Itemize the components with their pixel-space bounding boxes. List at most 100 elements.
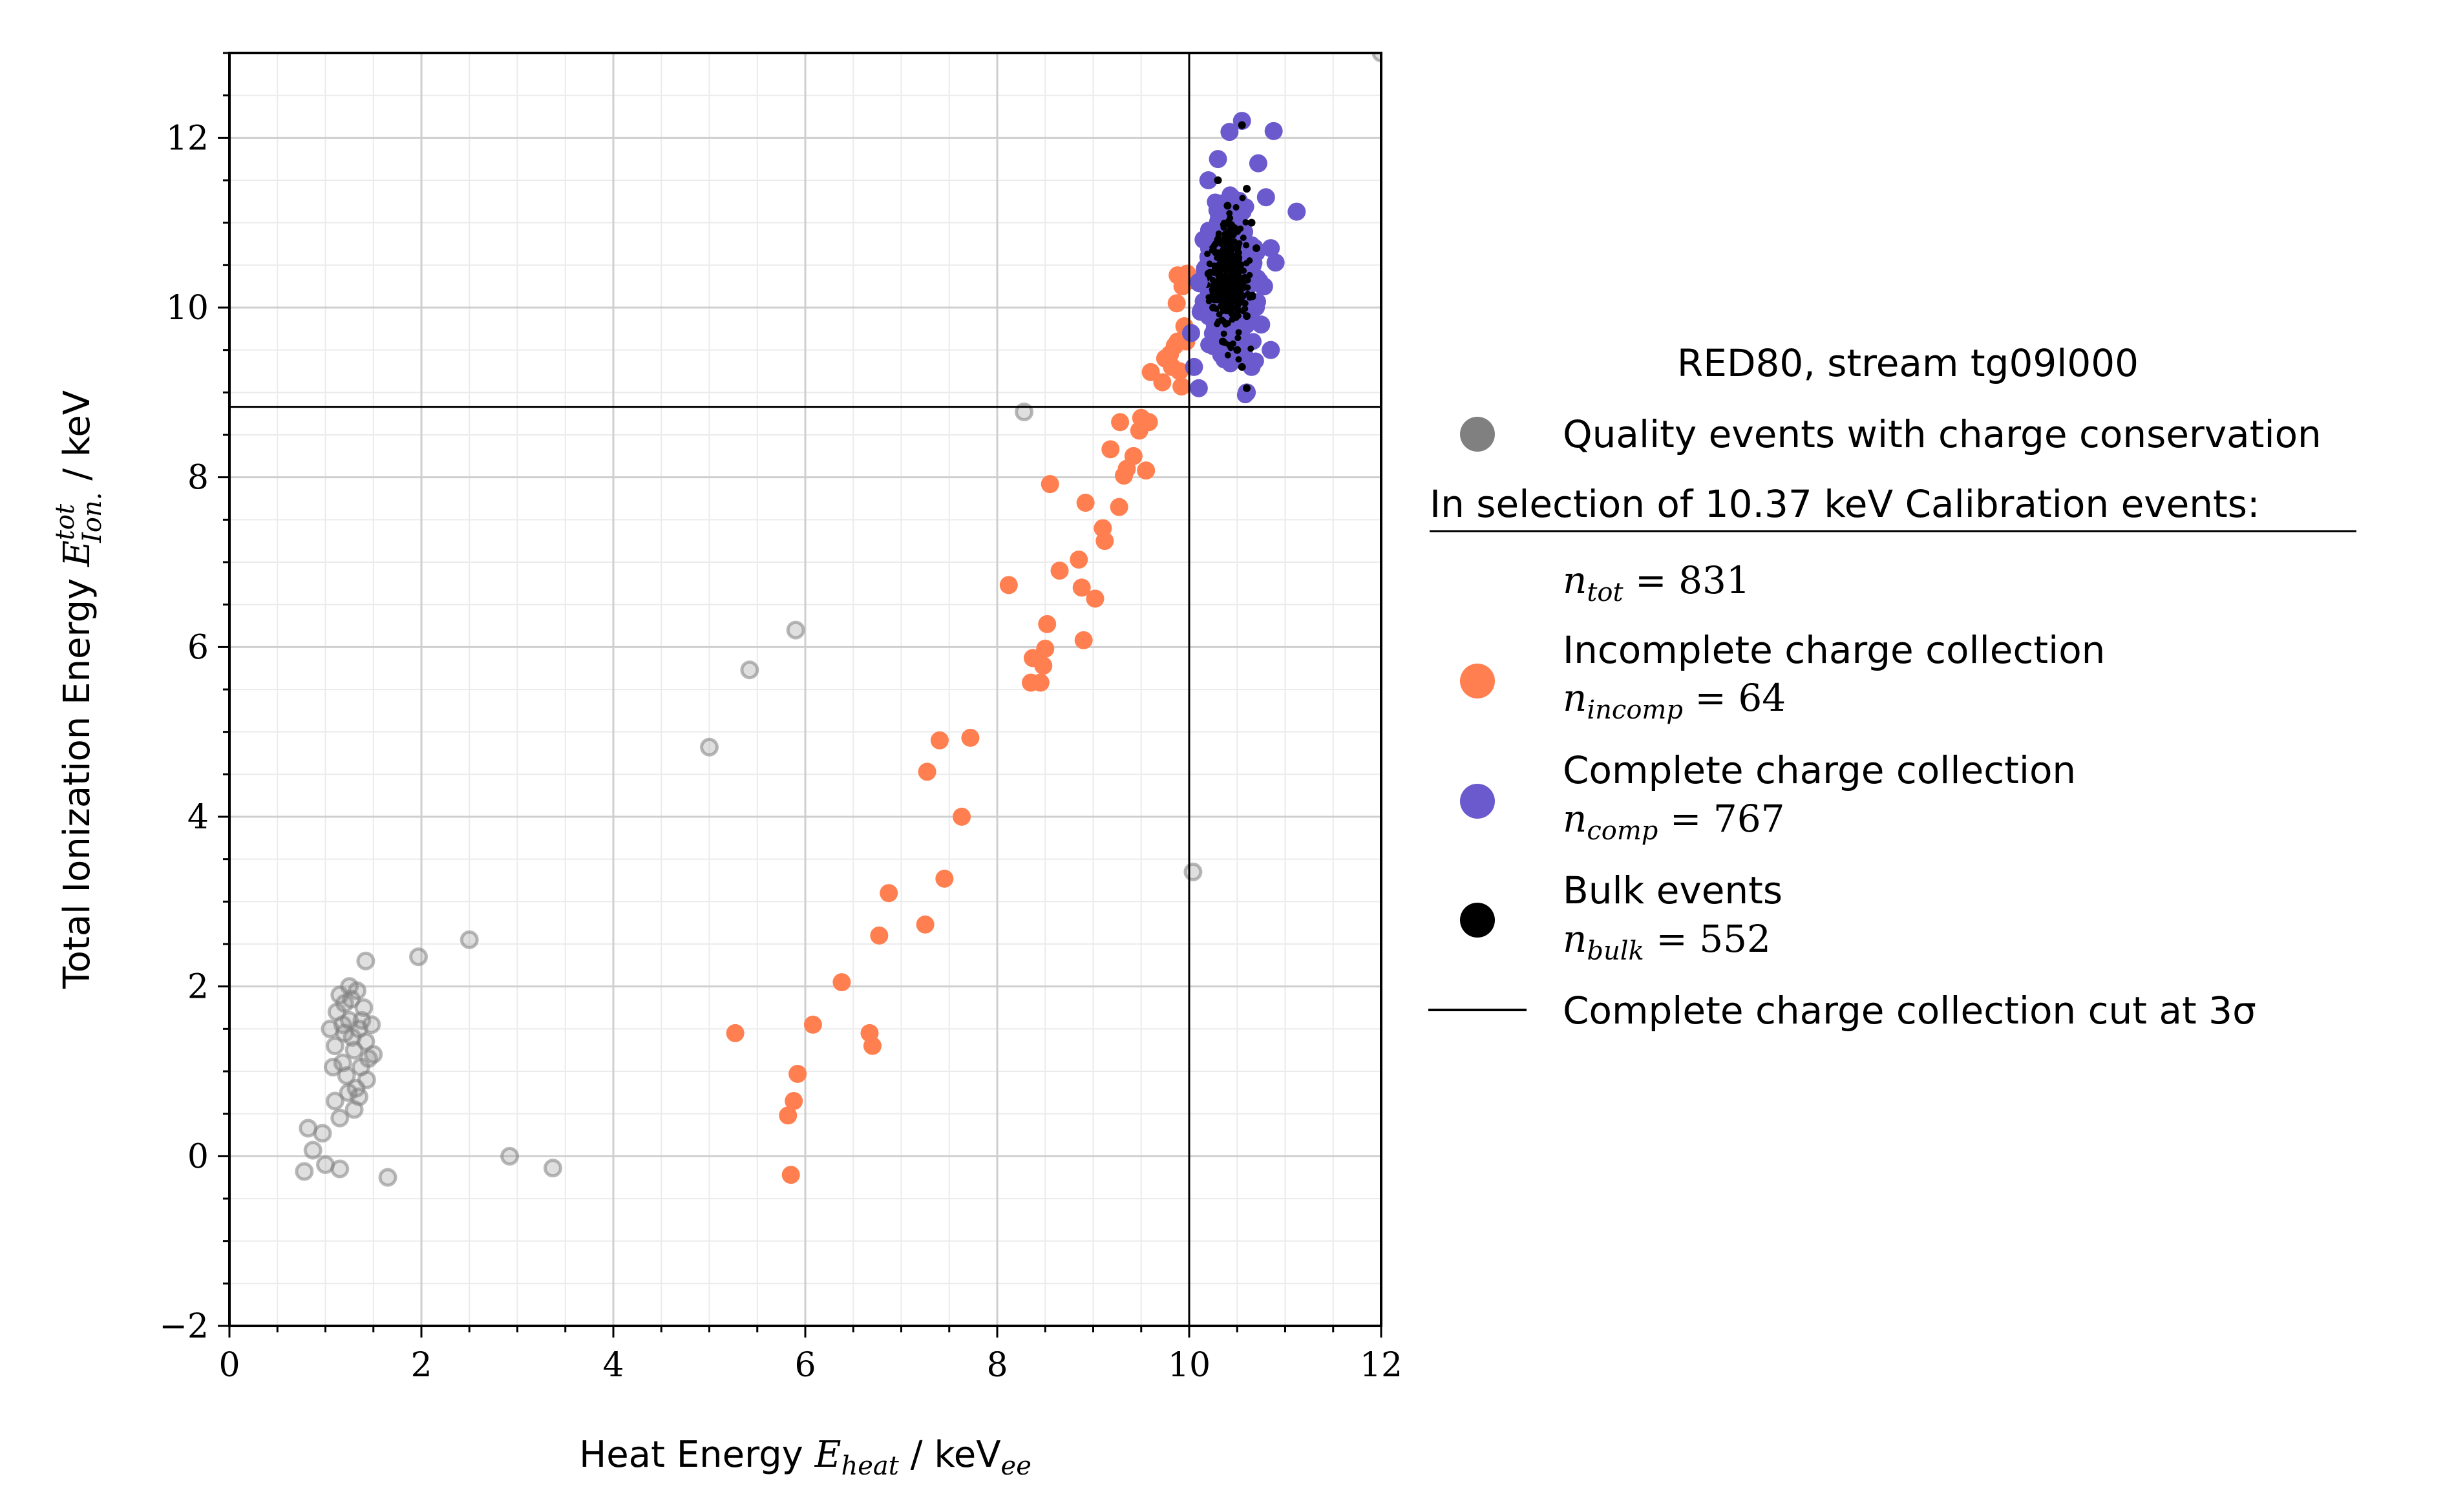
point-complete-charge-collection (1252, 315, 1271, 334)
point-quality (740, 660, 759, 680)
point-incomplete-charge-collection (1041, 475, 1059, 494)
point-incomplete-charge-collection (1137, 461, 1156, 480)
legend-marker-complete (1460, 784, 1495, 819)
series-complete-charge-collection (1181, 112, 1306, 402)
point-bulk (1233, 346, 1242, 354)
point-bulk-cloud (1224, 352, 1231, 359)
point-incomplete-charge-collection (1031, 673, 1050, 692)
point-bulk-cloud (1229, 305, 1236, 312)
point-bulk (1214, 176, 1222, 184)
point-quality (409, 947, 428, 967)
point-quality (357, 1070, 376, 1089)
y-tick-label: 4 (187, 798, 209, 837)
y-tick-label: 6 (187, 628, 209, 667)
point-complete-cloud (1245, 333, 1262, 350)
point-incomplete-charge-collection (1095, 532, 1114, 551)
point-complete-charge-collection (1194, 230, 1213, 249)
point-quality (348, 981, 367, 1000)
point-quality (333, 1015, 352, 1034)
point-quality (543, 1159, 562, 1178)
point-complete-charge-collection (1287, 202, 1306, 221)
point-bulk (1252, 244, 1260, 253)
point-bulk-cloud (1222, 321, 1229, 328)
point-bulk-cloud (1204, 250, 1211, 257)
point-incomplete-charge-collection (803, 1015, 822, 1034)
point-incomplete-charge-collection (1153, 373, 1172, 392)
point-complete-charge-collection (1264, 121, 1283, 140)
point-quality (1015, 403, 1034, 422)
point-incomplete-charge-collection (999, 576, 1018, 594)
x-tick-label: 8 (986, 1346, 1008, 1385)
point-bulk-cloud (1215, 280, 1222, 287)
point-incomplete-charge-collection (1111, 413, 1130, 432)
point-bulk (1218, 337, 1227, 346)
x-tick-label: 0 (218, 1346, 240, 1385)
point-bulk-cloud (1229, 277, 1236, 284)
point-quality (303, 1140, 323, 1160)
point-bulk-cloud (1236, 254, 1243, 261)
point-complete-cloud (1222, 355, 1239, 373)
point-bulk (1233, 227, 1242, 235)
legend-label-quality: Quality events with charge conservation (1563, 412, 2321, 456)
point-incomplete-charge-collection (1076, 494, 1095, 512)
y-tick-label: −2 (159, 1307, 209, 1346)
point-bulk-cloud (1225, 300, 1232, 307)
point-incomplete-charge-collection (832, 973, 851, 992)
point-quality (1371, 53, 1381, 63)
point-bulk-cloud (1226, 254, 1233, 261)
point-bulk-cloud (1246, 257, 1253, 264)
legend: RED80, stream tg09l000 Quality events wi… (1428, 341, 2356, 1033)
point-complete-charge-collection (1242, 357, 1261, 376)
point-bulk-cloud (1236, 240, 1243, 247)
point-incomplete-charge-collection (1167, 294, 1186, 313)
point-quality (335, 994, 354, 1013)
point-bulk (1243, 312, 1251, 320)
point-bulk-cloud (1220, 307, 1227, 314)
point-incomplete-charge-collection (953, 808, 971, 826)
point-bulk-cloud (1238, 267, 1245, 274)
point-complete-charge-collection (1220, 123, 1239, 142)
point-bulk (1214, 235, 1222, 244)
point-bulk-cloud (1235, 356, 1242, 363)
legend-selection-header: In selection of 10.37 keV Calibration ev… (1430, 482, 2260, 526)
point-bulk-cloud (1227, 230, 1234, 237)
y-tick-label: 8 (187, 459, 209, 498)
point-bulk-cloud (1234, 302, 1242, 309)
x-tick-label: 10 (1168, 1346, 1211, 1385)
point-bulk (1238, 121, 1246, 129)
point-quality (362, 1015, 381, 1034)
point-quality (356, 951, 375, 971)
point-quality (323, 1057, 343, 1076)
legend-n-bulk: nbulk = 552 (1563, 917, 1771, 966)
point-bulk (1209, 304, 1218, 311)
point-quality (700, 737, 719, 757)
x-tick-label: 2 (410, 1346, 432, 1385)
point-incomplete-charge-collection (1034, 656, 1053, 675)
point-bulk-cloud (1231, 263, 1238, 270)
x-tick-label: 4 (602, 1346, 624, 1385)
point-quality (343, 1027, 362, 1047)
point-bulk (1223, 202, 1232, 210)
point-quality (500, 1146, 520, 1166)
point-bulk (1243, 185, 1251, 193)
point-bulk-cloud (1209, 277, 1216, 284)
point-bulk-cloud (1249, 293, 1256, 300)
point-bulk-cloud (1240, 308, 1247, 315)
point-quality (352, 1011, 372, 1030)
point-bulk-cloud (1227, 344, 1234, 352)
legend-label-bulk: Bulk events (1563, 868, 1782, 912)
point-bulk-cloud (1229, 316, 1236, 323)
point-quality (378, 1168, 397, 1187)
point-bulk-cloud (1220, 330, 1227, 337)
point-quality (330, 1159, 350, 1179)
point-incomplete-charge-collection (1050, 562, 1069, 580)
series-bulk-events (1204, 121, 1260, 392)
point-quality (313, 1124, 332, 1143)
point-complete-charge-collection (1181, 324, 1200, 342)
point-incomplete-charge-collection (1161, 345, 1179, 364)
point-incomplete-charge-collection (1070, 551, 1088, 569)
point-quality (330, 1108, 350, 1128)
legend-n-tot: ntot = 831 (1563, 558, 1750, 607)
